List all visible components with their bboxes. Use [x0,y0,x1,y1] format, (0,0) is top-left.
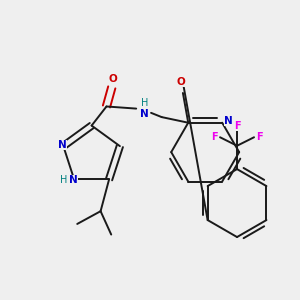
Text: O: O [176,77,185,87]
Text: N: N [58,140,67,150]
Text: F: F [212,132,218,142]
Text: O: O [109,74,117,84]
Text: N: N [224,116,233,126]
Text: H: H [60,176,67,185]
Text: N: N [140,109,149,119]
Text: F: F [234,121,240,130]
Text: H: H [141,98,148,108]
Text: F: F [256,132,262,142]
Text: N: N [69,176,77,185]
